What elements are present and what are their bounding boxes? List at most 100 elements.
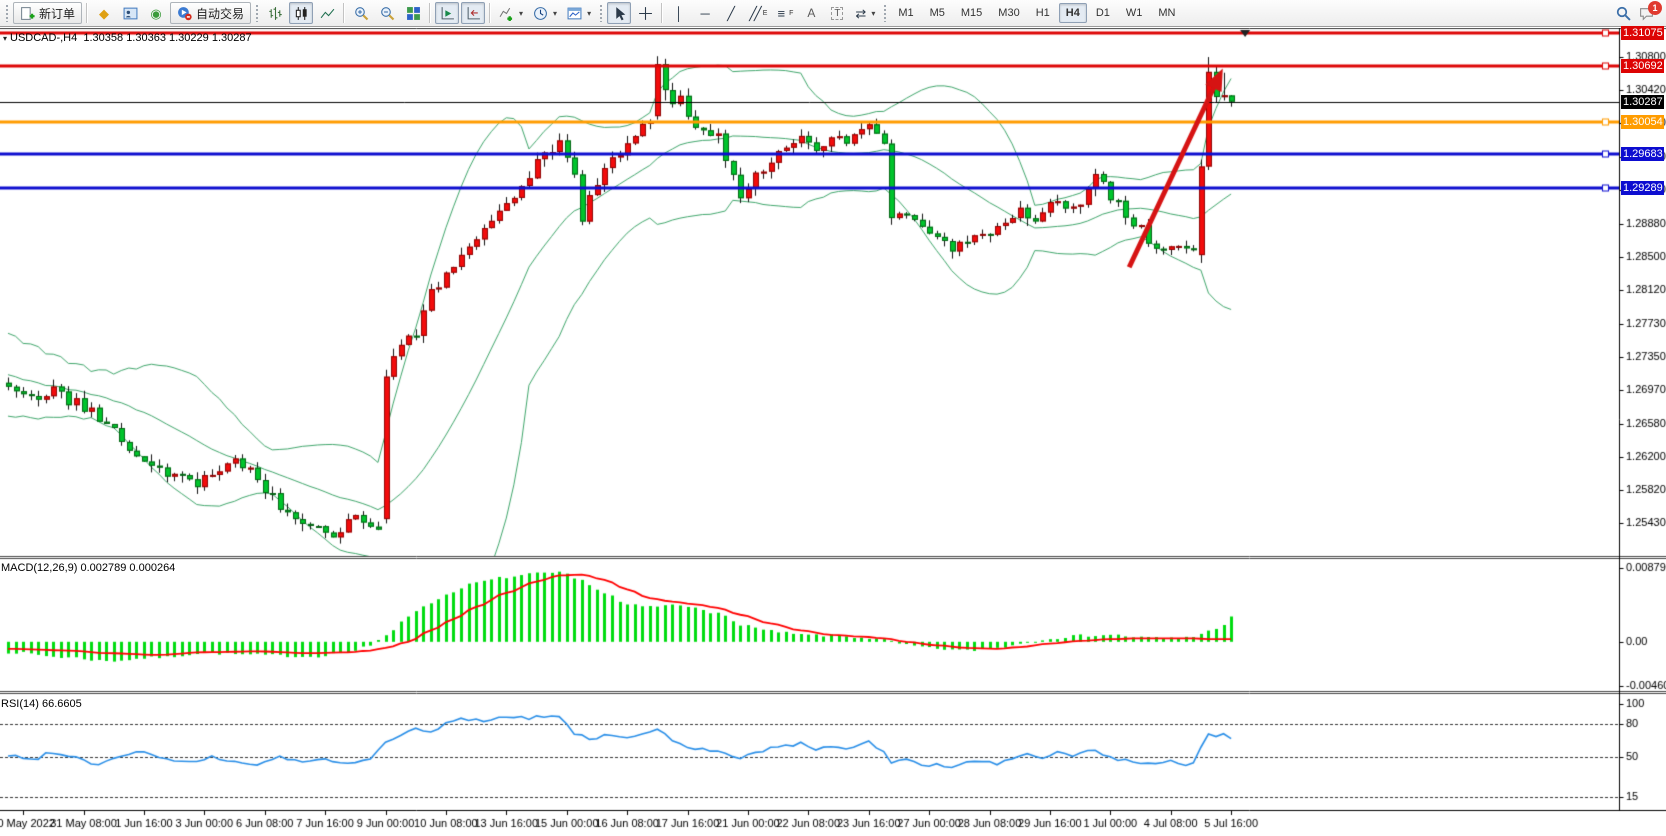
text-label-icon: T xyxy=(831,6,844,20)
zoom-out-button[interactable] xyxy=(375,2,399,24)
indicators-button[interactable]: ▾ xyxy=(495,2,527,24)
symbol-title: ▾ USDCAD-,H4 1.30358 1.30363 1.30229 1.30… xyxy=(3,32,252,44)
navigator-button[interactable] xyxy=(118,2,142,24)
chevron-down-icon: ▾ xyxy=(587,8,592,18)
cursor-button[interactable] xyxy=(607,2,632,24)
separator xyxy=(489,3,492,23)
metaeditor-button[interactable]: ◆ xyxy=(92,2,116,24)
templates-button[interactable]: ▾ xyxy=(563,2,595,24)
vertical-line-button[interactable]: │ xyxy=(667,2,691,24)
price-line-label: 1.29289 xyxy=(1621,181,1664,196)
arrows-icon: ⇄ xyxy=(855,5,867,21)
ohlc-values: 1.30358 1.30363 1.30229 1.30287 xyxy=(83,32,252,44)
metaeditor-icon: ◆ xyxy=(99,5,110,21)
periods-button[interactable]: ▾ xyxy=(529,2,561,24)
chart-shift-icon xyxy=(467,6,480,19)
timeframe-button-m1[interactable]: M1 xyxy=(891,3,920,23)
timeframe-button-m30[interactable]: M30 xyxy=(991,3,1026,23)
chart-expand-icon[interactable]: ▾ xyxy=(3,34,8,43)
macd-indicator-title: MACD(12,26,9) 0.002789 0.000264 xyxy=(1,562,175,574)
crosshair-button[interactable] xyxy=(633,2,657,24)
price-line-label: 1.30054 xyxy=(1621,114,1664,129)
toolbar: 新订单 ◆ ◉ 自动交易 xyxy=(0,0,1666,27)
zoom-in-icon xyxy=(354,6,368,20)
timeframe-button-d1[interactable]: D1 xyxy=(1089,3,1117,23)
autotrading-button[interactable]: 自动交易 xyxy=(170,2,252,24)
clock-icon xyxy=(534,6,547,20)
navigator-icon xyxy=(123,7,137,19)
horizontal-line-button[interactable]: ─ xyxy=(693,2,717,24)
templates-icon xyxy=(567,7,582,19)
toolbar-drag-handle xyxy=(255,4,260,22)
new-order-icon xyxy=(21,6,35,20)
chevron-down-icon: ▾ xyxy=(553,8,558,18)
timeframe-button-h4[interactable]: H4 xyxy=(1058,3,1087,23)
crosshair-icon xyxy=(638,6,652,20)
toolbar-drag-handle xyxy=(599,4,604,22)
text-tool-icon: A xyxy=(807,5,816,20)
signals-button[interactable]: ◉ xyxy=(144,2,168,24)
timeframe-button-m15[interactable]: M15 xyxy=(954,3,989,23)
fibonacci-icon: ≡ xyxy=(777,5,786,21)
auto-scroll-button[interactable] xyxy=(435,2,460,24)
arrows-tool-button[interactable]: ⇄ ▾ xyxy=(851,2,879,24)
timeframe-button-w1[interactable]: W1 xyxy=(1119,3,1150,23)
line-chart-icon xyxy=(320,8,334,18)
autotrading-icon xyxy=(178,6,192,20)
current-price-label: 1.30287 xyxy=(1621,94,1664,109)
horizontal-line-icon: ─ xyxy=(700,5,710,21)
rsi-indicator-title: RSI(14) 66.6605 xyxy=(1,698,82,710)
line-chart-button[interactable] xyxy=(315,2,339,24)
chart-window: ▾ USDCAD-,H4 1.30358 1.30363 1.30229 1.30… xyxy=(0,26,1666,836)
chart-canvas[interactable] xyxy=(0,28,1666,836)
notifications-button[interactable]: 1 xyxy=(1639,0,1662,21)
trendline-button[interactable]: ╱ xyxy=(719,2,743,24)
fibonacci-button[interactable]: ≡ F xyxy=(773,2,797,24)
toolbar-right: 1 xyxy=(1616,0,1664,21)
search-icon[interactable] xyxy=(1616,6,1631,21)
cursor-icon xyxy=(615,6,625,20)
timeframe-button-m5[interactable]: M5 xyxy=(923,3,952,23)
trendline-icon: ╱ xyxy=(727,5,735,21)
candlestick-chart-icon xyxy=(295,6,307,20)
toolbar-drag-handle xyxy=(5,4,9,22)
price-line-label: 1.30692 xyxy=(1621,59,1664,74)
new-order-label: 新订单 xyxy=(39,6,76,21)
timeframe-button-mn[interactable]: MN xyxy=(1151,3,1182,23)
chart-shift-button[interactable] xyxy=(461,2,486,24)
fibonacci-sub-label: F xyxy=(789,9,794,17)
new-order-button[interactable]: 新订单 xyxy=(13,2,83,24)
indicators-icon xyxy=(499,7,513,21)
text-tool-button[interactable]: A xyxy=(799,2,823,24)
bar-chart-button[interactable] xyxy=(263,2,287,24)
price-line-label: 1.31075 xyxy=(1621,26,1664,41)
timeframe-button-h1[interactable]: H1 xyxy=(1029,3,1057,23)
symbol-timeframe-label: USDCAD-,H4 xyxy=(10,32,78,44)
auto-scroll-icon xyxy=(441,6,454,19)
channel-sub-label: E xyxy=(762,9,768,17)
equidistant-channel-button[interactable]: ╱╱ E xyxy=(745,2,771,24)
bar-chart-icon xyxy=(268,6,282,20)
macd-label: MACD(12,26,9) xyxy=(1,562,78,574)
price-line-label: 1.29683 xyxy=(1621,147,1664,162)
rsi-value: 66.6605 xyxy=(41,698,82,710)
tile-windows-icon xyxy=(406,6,420,20)
separator xyxy=(661,3,664,23)
chevron-down-icon: ▾ xyxy=(871,8,876,18)
notification-badge: 1 xyxy=(1648,0,1662,15)
rsi-label: RSI(14) xyxy=(1,698,39,710)
separator xyxy=(343,3,346,23)
candlestick-chart-button[interactable] xyxy=(289,2,314,24)
channel-icon: ╱╱ xyxy=(749,5,762,21)
timeframe-group: M1 M5 M15 M30 H1 H4 D1 W1 MN xyxy=(890,3,1183,23)
text-label-button[interactable]: T xyxy=(825,2,849,24)
signals-icon: ◉ xyxy=(150,5,162,21)
autotrading-label: 自动交易 xyxy=(196,6,245,21)
toolbar-drag-handle xyxy=(883,4,888,22)
zoom-in-button[interactable] xyxy=(349,2,373,24)
separator xyxy=(429,3,432,23)
tile-windows-button[interactable] xyxy=(401,2,425,24)
zoom-out-icon xyxy=(380,6,394,20)
macd-values: 0.002789 0.000264 xyxy=(80,562,176,574)
